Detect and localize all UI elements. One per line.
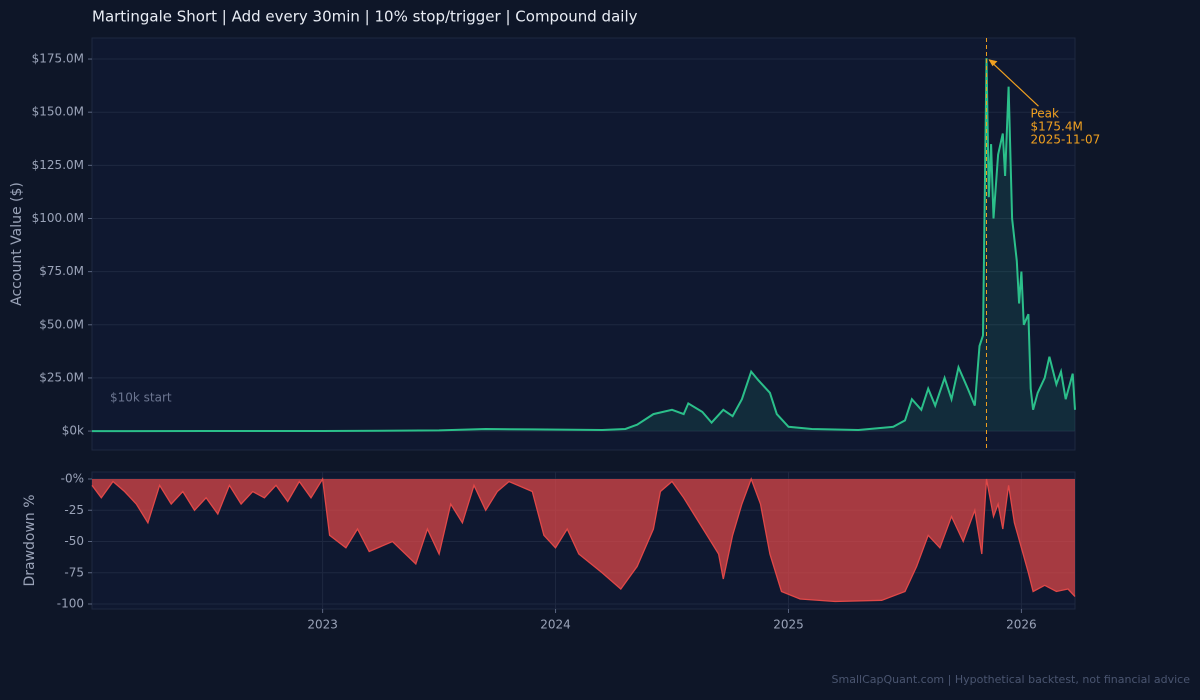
x-tick-label: 2024 bbox=[540, 618, 571, 632]
y-axis-label: Account Value ($) bbox=[9, 182, 25, 306]
y-tick-label: -75 bbox=[64, 565, 84, 579]
y-tick-label: -100 bbox=[57, 597, 84, 611]
arrow-head bbox=[988, 59, 998, 67]
annotation-arrow bbox=[989, 59, 1039, 107]
y-tick-label: $0k bbox=[62, 424, 84, 438]
annotation-text: 2025-11-07 bbox=[1030, 133, 1100, 147]
y-axis-label: Drawdown % bbox=[22, 494, 38, 586]
footer: SmallCapQuant.com | Hypothetical backtes… bbox=[832, 673, 1191, 686]
x-tick-label: 2026 bbox=[1006, 618, 1037, 632]
line bbox=[91, 477, 1076, 603]
annotation-text: Peak bbox=[1030, 107, 1059, 121]
y-tick-label: -0% bbox=[61, 472, 84, 486]
x-tick-label: 2025 bbox=[773, 618, 804, 632]
y-tick-label: -50 bbox=[64, 534, 84, 548]
y-tick-label: $50.0M bbox=[39, 317, 84, 331]
line bbox=[91, 58, 1076, 433]
note: $10k start bbox=[110, 391, 172, 405]
chart-title: Martingale Short | Add every 30min | 10%… bbox=[92, 8, 638, 26]
area-fill bbox=[92, 479, 1075, 602]
y-tick-label: $75.0M bbox=[39, 264, 84, 278]
y-tick-label: $125.0M bbox=[32, 158, 84, 172]
y-tick-label: $25.0M bbox=[39, 370, 84, 384]
plot-area bbox=[91, 37, 1076, 451]
y-tick-label: -25 bbox=[64, 503, 84, 517]
x-tick-label: 2023 bbox=[307, 618, 338, 632]
y-tick-label: $150.0M bbox=[32, 105, 84, 119]
y-tick-label: $100.0M bbox=[32, 211, 84, 225]
y-tick-label: $175.0M bbox=[32, 52, 84, 66]
annotation-text: $175.4M bbox=[1030, 120, 1082, 134]
